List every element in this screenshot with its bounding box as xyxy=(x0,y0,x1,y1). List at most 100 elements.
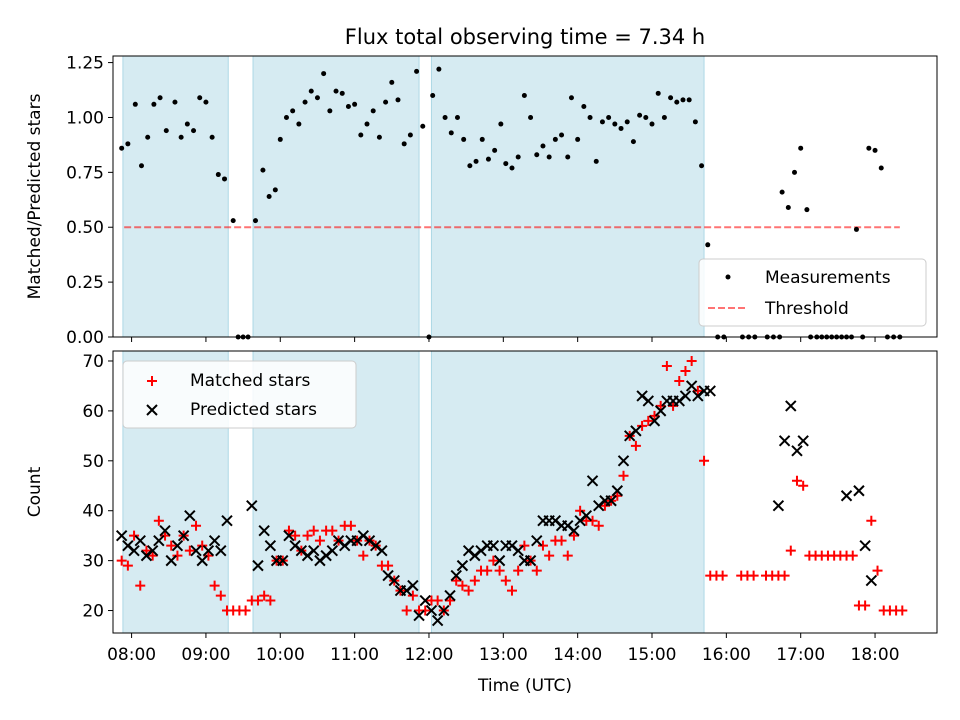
x-tick-label: 11:00 xyxy=(330,645,379,665)
measurement-point xyxy=(528,114,534,120)
measurement-point xyxy=(581,103,587,109)
predicted-stars-point xyxy=(654,405,667,417)
measurement-point xyxy=(872,147,878,153)
measurement-point xyxy=(503,161,509,167)
measurement-point xyxy=(649,121,655,127)
matched-stars-point xyxy=(872,565,883,576)
measurement-point xyxy=(705,242,711,248)
x-tick-label: 12:00 xyxy=(404,645,453,665)
measurement-point xyxy=(333,88,339,94)
measurement-point xyxy=(467,163,473,169)
predicted-stars-point xyxy=(859,539,871,552)
legend: Matched stars Predicted stars xyxy=(122,360,357,429)
predicted-stars-point xyxy=(605,495,617,507)
predicted-stars-point xyxy=(450,569,462,582)
measurement-point xyxy=(178,134,184,140)
matched-stars-point xyxy=(643,415,654,426)
predicted-stars-point xyxy=(840,490,853,502)
measurement-point xyxy=(699,163,705,169)
matched-stars-point xyxy=(314,535,325,546)
predicted-stars-point xyxy=(159,524,171,537)
predicted-stars-point xyxy=(704,385,716,397)
measurement-point xyxy=(630,139,636,145)
x-tick-label: 16:00 xyxy=(702,645,751,665)
predicted-stars-point xyxy=(283,529,295,542)
measurement-point xyxy=(420,123,426,129)
measurement-point xyxy=(515,154,521,160)
matched-stars-point xyxy=(537,540,548,551)
matched-stars-point xyxy=(160,530,171,541)
matched-stars-point xyxy=(519,540,530,551)
measurement-point xyxy=(485,156,491,162)
predicted-stars-point xyxy=(376,544,388,557)
measurement-point xyxy=(272,187,278,193)
predicted-stars-point xyxy=(679,390,692,402)
matched-stars-point xyxy=(345,520,356,531)
measurement-point xyxy=(492,147,498,153)
measurement-point xyxy=(568,95,574,101)
measurement-point xyxy=(138,163,144,169)
measurement-point xyxy=(302,99,308,105)
measurement-point xyxy=(172,99,178,105)
matched-stars-point xyxy=(649,410,660,421)
matched-stars-point xyxy=(407,590,418,601)
measurement-point xyxy=(624,119,630,125)
measurement-point xyxy=(448,130,454,136)
predicted-stars-point xyxy=(419,594,431,607)
predicted-stars-point xyxy=(512,544,524,557)
matched-stars-point xyxy=(897,605,908,616)
matched-stars-point xyxy=(866,515,877,526)
matched-stars-point xyxy=(488,555,499,566)
predicted-stars-point xyxy=(246,500,258,512)
matched-stars-point xyxy=(630,440,641,451)
measurement-point xyxy=(389,79,395,85)
predicted-stars-point xyxy=(177,529,190,542)
matched-stars-point xyxy=(308,525,319,536)
y-tick-label: 0.50 xyxy=(66,218,104,238)
predicted-stars-point xyxy=(146,544,159,557)
measurement-point xyxy=(119,145,125,151)
measurement-point xyxy=(680,97,686,103)
measurement-point xyxy=(479,136,485,142)
measurement-point xyxy=(575,136,581,142)
predicted-stars-point xyxy=(277,554,289,567)
measurement-point xyxy=(376,134,382,140)
measurement-point xyxy=(383,99,389,105)
measurement-point xyxy=(401,141,407,147)
observing-interval-band xyxy=(122,55,229,338)
measurement-point xyxy=(546,154,552,160)
predicted-stars-point xyxy=(134,534,146,547)
predicted-stars-point xyxy=(221,514,233,527)
legend-label: Predicted stars xyxy=(190,400,317,420)
measurement-point xyxy=(461,136,467,142)
x-tick-label: 15:00 xyxy=(628,645,677,665)
predicted-stars-point xyxy=(865,574,878,587)
matched-stars-point xyxy=(209,580,220,591)
predicted-stars-point xyxy=(128,544,140,557)
measurement-point xyxy=(878,165,884,171)
predicted-stars-point xyxy=(586,475,599,487)
measurement-point xyxy=(552,136,558,142)
legend-predicted-marker xyxy=(146,404,158,416)
measurement-point xyxy=(184,121,190,127)
predicted-stars-point xyxy=(184,510,196,522)
matched-stars-point xyxy=(655,400,666,411)
measurement-point xyxy=(637,112,643,118)
measurement-point xyxy=(209,134,215,140)
predicted-stars-point xyxy=(258,524,270,537)
measurement-point xyxy=(473,158,479,164)
predicted-stars-point xyxy=(648,415,661,427)
measurement-point xyxy=(454,114,460,120)
measurement-point xyxy=(191,128,197,134)
measurement-point xyxy=(266,194,272,199)
measurement-point xyxy=(661,114,667,120)
matched-stars-point xyxy=(748,570,759,581)
predicted-stars-point xyxy=(487,539,500,552)
predicted-stars-point xyxy=(778,435,791,447)
measurement-point xyxy=(686,97,692,103)
matched-stars-point xyxy=(290,530,301,541)
predicted-stars-point xyxy=(438,604,450,617)
plot-frame xyxy=(112,350,938,634)
measurement-point xyxy=(395,97,401,103)
measurement-point xyxy=(230,218,236,224)
